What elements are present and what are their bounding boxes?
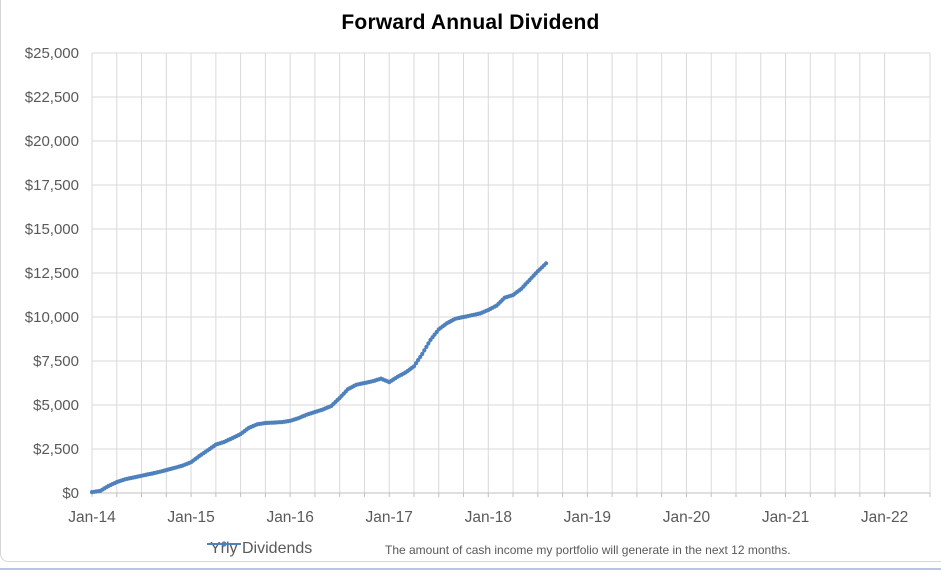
y-tick-label: $25,000 xyxy=(25,45,79,62)
data-point-marker[interactable] xyxy=(424,344,429,349)
x-tick-label: Jan-20 xyxy=(663,509,711,526)
x-tick-label: Jan-14 xyxy=(68,509,116,526)
legend[interactable]: Yrly Dividends xyxy=(206,538,312,560)
x-tick-label: Jan-21 xyxy=(762,509,809,526)
plot-area[interactable] xyxy=(92,53,930,493)
y-tick-label: $12,500 xyxy=(25,265,79,282)
data-point-marker[interactable] xyxy=(420,351,425,357)
y-tick-label: $15,000 xyxy=(25,221,79,238)
x-tick-label: Jan-16 xyxy=(266,509,313,526)
y-tick-label: $2,500 xyxy=(33,441,79,458)
bottom-accent-line xyxy=(0,568,941,570)
y-tick-label: $5,000 xyxy=(33,397,79,414)
data-point-marker[interactable] xyxy=(411,364,417,369)
y-tick-label: $22,500 xyxy=(25,89,79,106)
data-point-marker[interactable] xyxy=(426,341,431,346)
y-tick-label: $0 xyxy=(62,485,79,502)
legend-line-marker-icon xyxy=(207,541,241,547)
y-tick-label: $10,000 xyxy=(25,309,79,326)
x-tick-label: Jan-22 xyxy=(861,509,908,526)
data-point-marker[interactable] xyxy=(416,358,421,363)
data-point-marker[interactable] xyxy=(422,348,427,353)
data-point-marker[interactable] xyxy=(418,354,423,360)
y-tick-label: $20,000 xyxy=(25,133,79,150)
y-tick-label: $7,500 xyxy=(33,353,79,370)
data-point-marker[interactable] xyxy=(414,361,419,366)
x-tick-label: Jan-15 xyxy=(167,509,214,526)
chart-annotation: The amount of cash income my portfolio w… xyxy=(385,543,791,557)
x-tick-label: Jan-17 xyxy=(366,509,413,526)
x-tick-label: Jan-18 xyxy=(465,509,512,526)
x-tick-label: Jan-19 xyxy=(564,509,611,526)
data-point-marker[interactable] xyxy=(544,261,549,266)
chart-title[interactable]: Forward Annual Dividend xyxy=(341,11,600,34)
y-tick-label: $17,500 xyxy=(25,177,79,194)
